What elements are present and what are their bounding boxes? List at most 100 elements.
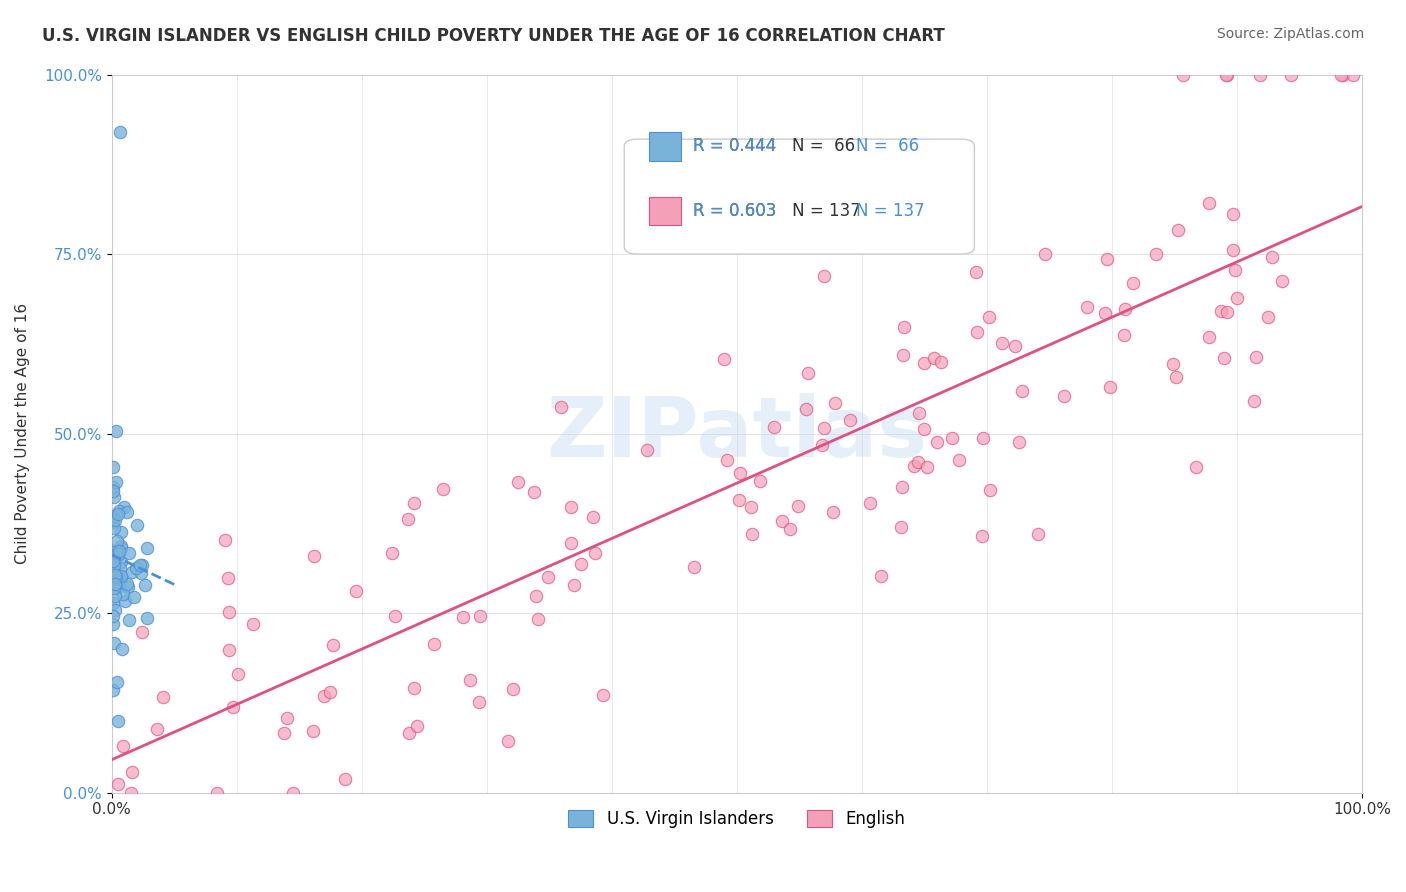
Point (128, 558, 150, 572)
Point (794, 402, 817, 417)
Point (991, 336, 1014, 351)
Point (104, 568, 127, 582)
Point (1271, 274, 1294, 288)
Point (636, 442, 658, 457)
Point (121, 765, 143, 780)
Point (242, 617, 264, 632)
Point (218, 643, 240, 657)
Point (1033, 247, 1056, 261)
Point (582, 509, 605, 524)
Point (110, 569, 132, 583)
Point (135, 611, 157, 625)
Point (1330, 68, 1353, 82)
Point (1098, 379, 1121, 393)
Point (312, 689, 335, 703)
Point (103, 563, 125, 577)
Point (103, 558, 125, 572)
Point (103, 515, 125, 529)
Point (1198, 196, 1220, 211)
Text: N =  66: N = 66 (856, 137, 918, 155)
Point (1026, 527, 1049, 541)
Point (302, 549, 325, 564)
Point (762, 420, 785, 434)
Point (550, 401, 572, 415)
Point (131, 625, 153, 640)
Point (1167, 223, 1189, 237)
Point (893, 319, 915, 334)
Point (966, 326, 988, 340)
Point (101, 483, 124, 498)
Point (824, 396, 846, 410)
Point (124, 561, 146, 575)
Point (122, 591, 145, 605)
Text: R = 0.444   N =  66: R = 0.444 N = 66 (693, 137, 855, 155)
Point (404, 681, 426, 695)
Point (114, 594, 136, 608)
Point (1215, 68, 1237, 82)
Point (115, 505, 138, 519)
Point (1198, 330, 1220, 344)
Point (907, 407, 929, 421)
Point (344, 583, 367, 598)
Point (1209, 304, 1232, 318)
Point (915, 459, 938, 474)
Point (134, 578, 156, 592)
Point (405, 719, 427, 733)
Point (569, 557, 592, 571)
Point (972, 432, 994, 446)
Point (103, 521, 125, 535)
Point (110, 539, 132, 553)
Point (101, 683, 124, 698)
Point (115, 577, 138, 591)
Point (1222, 207, 1244, 221)
Point (131, 566, 153, 580)
Point (107, 534, 129, 549)
Point (1004, 339, 1026, 353)
Point (276, 711, 298, 725)
Point (502, 681, 524, 696)
FancyBboxPatch shape (650, 196, 681, 226)
Point (1279, 68, 1302, 82)
Point (384, 608, 406, 623)
Point (135, 541, 157, 555)
Point (797, 366, 820, 380)
Point (770, 514, 793, 528)
Point (105, 674, 128, 689)
Point (101, 460, 124, 475)
Point (727, 492, 749, 507)
FancyBboxPatch shape (650, 132, 681, 161)
Point (922, 351, 945, 365)
Point (468, 609, 491, 624)
Point (120, 786, 142, 800)
Point (1053, 389, 1076, 403)
Point (1164, 369, 1187, 384)
Point (941, 431, 963, 445)
Point (1094, 306, 1116, 320)
Text: ZIPatlas: ZIPatlas (547, 393, 928, 474)
Point (107, 777, 129, 791)
Point (1216, 305, 1239, 319)
Point (740, 500, 762, 515)
Point (217, 570, 239, 584)
Point (1257, 310, 1279, 324)
Point (110, 555, 132, 569)
Point (104, 549, 127, 563)
Point (101, 617, 124, 632)
Point (322, 638, 344, 652)
Point (891, 480, 914, 494)
Point (110, 125, 132, 139)
Point (103, 490, 125, 504)
Point (101, 554, 124, 568)
Point (716, 453, 738, 467)
Point (1223, 262, 1246, 277)
Point (1261, 250, 1284, 264)
Point (104, 513, 127, 527)
Text: R = 0.603: R = 0.603 (693, 202, 776, 220)
Point (101, 596, 124, 610)
Point (398, 725, 420, 739)
Point (1184, 460, 1206, 475)
Point (811, 438, 834, 452)
Point (925, 435, 948, 450)
Point (432, 482, 454, 496)
Point (779, 522, 801, 536)
